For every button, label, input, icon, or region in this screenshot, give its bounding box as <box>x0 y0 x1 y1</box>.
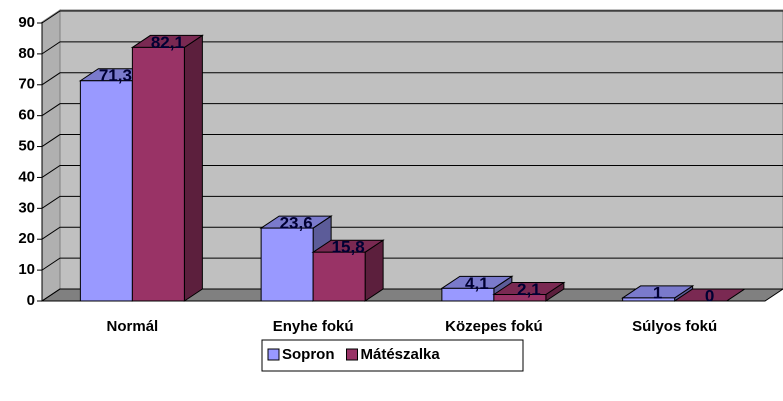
y-tick-label: 30 <box>18 199 35 216</box>
bar <box>492 281 566 302</box>
y-tick-label: 70 <box>18 76 35 93</box>
x-tick-label: Enyhe fokú <box>273 318 354 335</box>
y-tick-label: 10 <box>18 261 35 278</box>
value-label: 82,1 <box>151 33 184 52</box>
value-label: 15,8 <box>332 238 365 257</box>
grid-line <box>41 10 783 24</box>
grid-line <box>41 41 783 55</box>
legend-swatch <box>346 348 358 361</box>
value-label: 4,1 <box>465 274 489 293</box>
grid-line <box>41 103 783 117</box>
bar-front <box>622 297 676 302</box>
bar-front <box>260 227 314 302</box>
legend-label: Mátészalka <box>361 346 441 363</box>
bar <box>672 288 747 302</box>
value-label: 0 <box>705 286 714 305</box>
grid-line <box>41 257 783 271</box>
bar-front <box>312 251 366 302</box>
bar-front <box>131 46 185 302</box>
y-tick-label: 50 <box>18 138 35 155</box>
bar-front <box>79 80 133 302</box>
value-label: 2,1 <box>517 280 541 299</box>
legend-label: Sopron <box>282 346 335 363</box>
value-label: 1 <box>653 283 662 302</box>
y-tick-label: 90 <box>18 14 35 31</box>
y-tick-label: 20 <box>18 230 35 247</box>
legend <box>261 339 524 372</box>
x-tick-label: Normál <box>107 318 159 335</box>
grid-line <box>41 195 783 209</box>
legend-swatch <box>267 348 280 361</box>
value-label: 71,3 <box>99 66 132 85</box>
grid-line <box>41 164 783 178</box>
x-tick-label: Közepes fokú <box>445 318 543 335</box>
x-tick-label: Súlyos fokú <box>632 318 717 335</box>
bar <box>130 34 205 302</box>
side-wall <box>41 9 61 302</box>
y-tick-label: 80 <box>18 45 35 62</box>
grid-line <box>41 226 783 240</box>
value-label: 23,6 <box>280 214 313 233</box>
y-tick-label: 40 <box>18 168 35 185</box>
y-tick-label: 60 <box>18 107 35 124</box>
bar <box>311 239 385 302</box>
bar-side <box>183 34 203 302</box>
bar-top <box>672 288 747 302</box>
bar-front <box>493 294 547 302</box>
grid-line <box>41 134 783 147</box>
y-tick-label: 0 <box>27 292 35 309</box>
grid-line <box>41 72 783 86</box>
